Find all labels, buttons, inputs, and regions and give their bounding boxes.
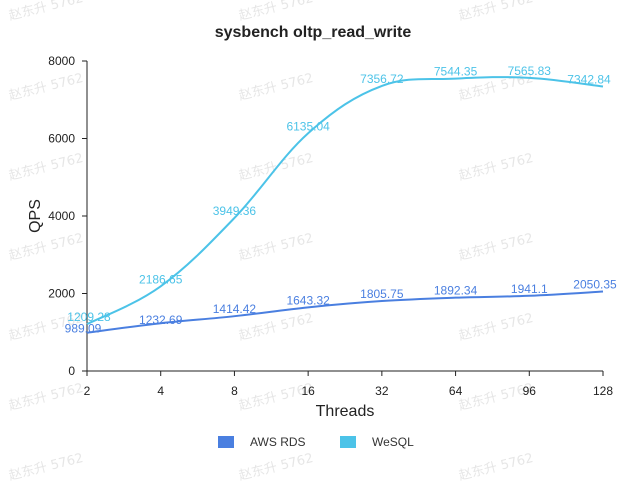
legend-label: AWS RDS bbox=[250, 435, 306, 449]
watermark-text: 赵东升 5762 bbox=[7, 381, 85, 414]
x-tick-label: 128 bbox=[593, 384, 613, 398]
watermark-text: 赵东升 5762 bbox=[457, 451, 535, 483]
data-label: 7356.72 bbox=[360, 72, 404, 86]
watermark-text: 赵东升 5762 bbox=[237, 231, 315, 264]
x-axis-title: Threads bbox=[316, 403, 375, 420]
watermark-text: 赵东升 5762 bbox=[7, 151, 85, 184]
data-labels-layer: 989.09 1232.69 1414.42 1643.32 1805.75 1892.3… bbox=[65, 64, 617, 336]
x-tick-label: 16 bbox=[301, 384, 315, 398]
data-label: 1209.28 bbox=[67, 310, 111, 324]
x-tick-label: 8 bbox=[231, 384, 238, 398]
watermark-text: 赵东升 5762 bbox=[7, 71, 85, 104]
legend: AWS RDS WeSQL bbox=[218, 435, 414, 449]
watermark-text: 赵东升 5762 bbox=[457, 311, 535, 344]
data-label: 7565.83 bbox=[508, 64, 552, 78]
y-tick-label: 0 bbox=[68, 364, 75, 378]
watermark-text: 赵东升 5762 bbox=[457, 0, 535, 24]
watermark-text: 赵东升 5762 bbox=[457, 231, 535, 264]
axes: 0 2000 4000 6000 8000 2 4 8 16 32 64 96 128 bbox=[48, 54, 613, 398]
data-label: 1232.69 bbox=[139, 313, 183, 327]
x-tick-label: 96 bbox=[523, 384, 537, 398]
watermark-text: 赵东升 5762 bbox=[457, 151, 535, 184]
x-tick-label: 64 bbox=[449, 384, 463, 398]
watermark-text: 赵东升 5762 bbox=[237, 71, 315, 104]
watermark-text: 赵东升 5762 bbox=[237, 0, 315, 24]
x-tick-label: 4 bbox=[157, 384, 164, 398]
data-label: 1805.75 bbox=[360, 287, 404, 301]
legend-swatch bbox=[340, 436, 356, 448]
data-label: 2186.65 bbox=[139, 272, 183, 286]
series-layer bbox=[86, 76, 604, 334]
data-label: 1892.34 bbox=[434, 284, 478, 298]
y-axis-title: QPS bbox=[27, 199, 44, 233]
data-label: 989.09 bbox=[65, 322, 102, 336]
chart-title: sysbench oltp_read_write bbox=[215, 24, 412, 41]
legend-label: WeSQL bbox=[372, 435, 414, 449]
data-label: 7342.84 bbox=[567, 72, 611, 86]
watermark-text: 赵东升 5762 bbox=[7, 0, 85, 24]
data-label: 6135.04 bbox=[286, 119, 330, 133]
x-tick-label: 2 bbox=[84, 384, 91, 398]
watermark-text: 赵东升 5762 bbox=[7, 231, 85, 264]
data-label: 2050.35 bbox=[573, 278, 617, 292]
data-label: 1941.1 bbox=[511, 282, 548, 296]
y-tick-label: 6000 bbox=[48, 132, 75, 146]
x-tick-label: 32 bbox=[375, 384, 389, 398]
series-line-wesql bbox=[86, 76, 604, 326]
data-label: 1414.42 bbox=[213, 302, 257, 316]
y-tick-label: 2000 bbox=[48, 287, 75, 301]
data-label: 1643.32 bbox=[286, 293, 330, 307]
watermark-text: 赵东升 5762 bbox=[237, 451, 315, 483]
watermark-text: 赵东升 5762 bbox=[7, 451, 85, 483]
legend-swatch bbox=[218, 436, 234, 448]
y-tick-label: 8000 bbox=[48, 54, 75, 68]
y-tick-label: 4000 bbox=[48, 209, 75, 223]
data-label: 3949.36 bbox=[213, 204, 257, 218]
series-line-aws-rds bbox=[86, 290, 604, 334]
data-label: 7544.35 bbox=[434, 65, 478, 79]
